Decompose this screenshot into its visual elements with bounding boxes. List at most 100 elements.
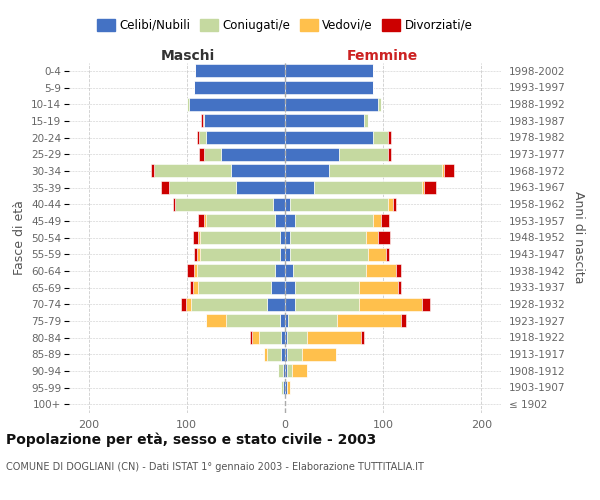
Bar	[368, 248, 386, 260]
Bar	[388, 198, 393, 210]
Bar	[401, 314, 406, 328]
Bar	[197, 264, 275, 278]
Bar	[292, 364, 307, 378]
Bar	[268, 348, 281, 360]
Bar	[206, 314, 226, 328]
Bar	[194, 64, 285, 78]
Bar	[275, 264, 285, 278]
Bar	[396, 264, 401, 278]
Bar	[285, 214, 295, 228]
Bar	[386, 248, 389, 260]
Bar	[302, 348, 336, 360]
Bar	[378, 98, 381, 110]
Bar	[359, 281, 398, 294]
Bar	[197, 231, 200, 244]
Bar	[367, 231, 378, 244]
Bar	[193, 231, 197, 244]
Bar	[373, 131, 388, 144]
Bar	[442, 164, 444, 177]
Bar	[285, 198, 290, 210]
Bar	[393, 198, 396, 210]
Bar	[175, 198, 273, 210]
Bar	[194, 264, 197, 278]
Bar	[398, 281, 401, 294]
Bar	[186, 298, 191, 310]
Bar	[367, 264, 396, 278]
Bar	[271, 281, 285, 294]
Bar	[280, 314, 285, 328]
Bar	[285, 81, 373, 94]
Bar	[287, 348, 302, 360]
Bar	[287, 331, 307, 344]
Legend: Celibi/Nubili, Coniugati/e, Vedovi/e, Divorziati/e: Celibi/Nubili, Coniugati/e, Vedovi/e, Di…	[92, 14, 478, 36]
Bar	[281, 381, 283, 394]
Bar	[280, 248, 285, 260]
Bar	[199, 131, 206, 144]
Bar	[161, 181, 169, 194]
Bar	[200, 231, 280, 244]
Bar	[295, 214, 373, 228]
Bar	[197, 214, 205, 228]
Bar	[290, 248, 368, 260]
Bar	[200, 114, 203, 128]
Bar	[200, 248, 280, 260]
Bar	[314, 181, 422, 194]
Bar	[285, 314, 288, 328]
Bar	[444, 164, 454, 177]
Bar	[189, 98, 285, 110]
Bar	[275, 214, 285, 228]
Bar	[199, 148, 203, 160]
Bar	[285, 64, 373, 78]
Bar	[307, 331, 361, 344]
Bar	[265, 348, 268, 360]
Bar	[236, 181, 285, 194]
Bar	[285, 264, 293, 278]
Bar	[193, 281, 197, 294]
Bar	[206, 214, 275, 228]
Bar	[187, 98, 189, 110]
Bar	[339, 148, 388, 160]
Bar	[337, 314, 401, 328]
Bar	[285, 298, 295, 310]
Bar	[190, 281, 193, 294]
Bar	[194, 81, 285, 94]
Bar	[285, 114, 364, 128]
Bar	[285, 164, 329, 177]
Bar	[295, 298, 359, 310]
Bar	[293, 264, 367, 278]
Y-axis label: Fasce di età: Fasce di età	[13, 200, 26, 275]
Bar	[422, 181, 424, 194]
Bar	[285, 348, 287, 360]
Bar	[197, 131, 199, 144]
Bar	[359, 298, 422, 310]
Bar	[169, 181, 236, 194]
Bar	[181, 298, 186, 310]
Bar	[278, 364, 283, 378]
Y-axis label: Anni di nascita: Anni di nascita	[572, 191, 585, 284]
Bar	[197, 248, 200, 260]
Bar	[259, 331, 281, 344]
Bar	[154, 164, 231, 177]
Bar	[290, 231, 367, 244]
Text: Popolazione per età, sesso e stato civile - 2003: Popolazione per età, sesso e stato civil…	[6, 432, 376, 447]
Bar	[280, 231, 285, 244]
Bar	[285, 148, 339, 160]
Bar	[205, 114, 285, 128]
Bar	[285, 231, 290, 244]
Bar	[285, 381, 287, 394]
Bar	[288, 314, 337, 328]
Bar	[281, 348, 285, 360]
Bar	[285, 364, 287, 378]
Bar	[290, 198, 388, 210]
Bar	[221, 148, 285, 160]
Bar	[191, 298, 268, 310]
Bar	[231, 164, 285, 177]
Bar	[281, 331, 285, 344]
Bar	[388, 131, 391, 144]
Bar	[173, 198, 175, 210]
Bar	[203, 148, 221, 160]
Bar	[381, 214, 389, 228]
Bar	[285, 181, 314, 194]
Bar	[194, 248, 197, 260]
Bar	[197, 281, 271, 294]
